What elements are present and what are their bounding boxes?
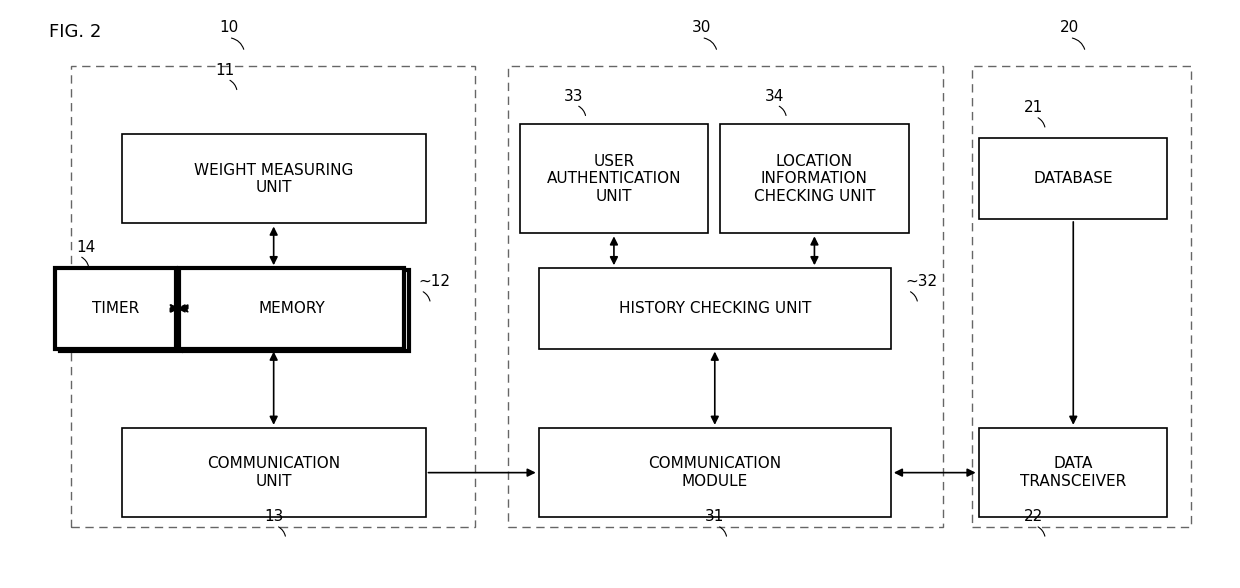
Text: 11: 11 — [216, 63, 234, 78]
Text: 21: 21 — [1023, 101, 1043, 115]
Bar — [980, 428, 1167, 517]
Text: WEIGHT MEASURING
UNIT: WEIGHT MEASURING UNIT — [193, 162, 353, 195]
Text: 14: 14 — [77, 240, 95, 255]
Bar — [520, 124, 708, 233]
Text: ~12: ~12 — [418, 275, 450, 289]
Text: 13: 13 — [264, 509, 284, 524]
Text: 10: 10 — [219, 19, 238, 35]
Bar — [538, 428, 892, 517]
Bar — [980, 138, 1167, 219]
Text: MEMORY: MEMORY — [258, 301, 325, 316]
Bar — [71, 66, 475, 527]
Text: TIMER: TIMER — [92, 301, 139, 316]
Text: USER
AUTHENTICATION
UNIT: USER AUTHENTICATION UNIT — [547, 154, 681, 203]
Bar — [122, 134, 425, 223]
Bar — [185, 270, 409, 351]
Text: COMMUNICATION
MODULE: COMMUNICATION MODULE — [649, 456, 781, 489]
Text: ~32: ~32 — [905, 275, 937, 289]
Bar — [508, 66, 944, 527]
Text: HISTORY CHECKING UNIT: HISTORY CHECKING UNIT — [619, 301, 811, 316]
Text: 30: 30 — [692, 19, 711, 35]
Text: FIG. 2: FIG. 2 — [48, 23, 102, 41]
Text: 20: 20 — [1060, 19, 1079, 35]
Text: 22: 22 — [1023, 509, 1043, 524]
Text: LOCATION
INFORMATION
CHECKING UNIT: LOCATION INFORMATION CHECKING UNIT — [754, 154, 875, 203]
Text: DATA
TRANSCEIVER: DATA TRANSCEIVER — [1021, 456, 1126, 489]
Bar — [538, 268, 892, 349]
Bar — [55, 268, 176, 349]
Bar — [972, 66, 1192, 527]
Text: DATABASE: DATABASE — [1033, 171, 1114, 186]
Text: 34: 34 — [765, 89, 784, 104]
Bar — [122, 428, 425, 517]
Bar — [180, 268, 404, 349]
Text: 33: 33 — [564, 89, 584, 104]
Bar — [60, 270, 181, 351]
Text: COMMUNICATION
UNIT: COMMUNICATION UNIT — [207, 456, 340, 489]
Bar — [720, 124, 909, 233]
Text: 31: 31 — [706, 509, 724, 524]
